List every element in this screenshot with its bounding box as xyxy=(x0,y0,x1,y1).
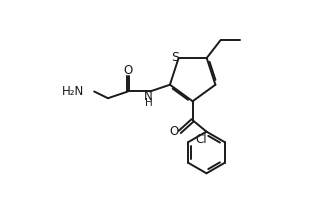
Text: H: H xyxy=(145,98,152,108)
Text: Cl: Cl xyxy=(195,133,207,146)
Text: O: O xyxy=(170,125,179,138)
Text: S: S xyxy=(171,51,179,65)
Text: H₂N: H₂N xyxy=(62,85,84,98)
Text: O: O xyxy=(123,64,133,76)
Text: N: N xyxy=(144,91,153,103)
